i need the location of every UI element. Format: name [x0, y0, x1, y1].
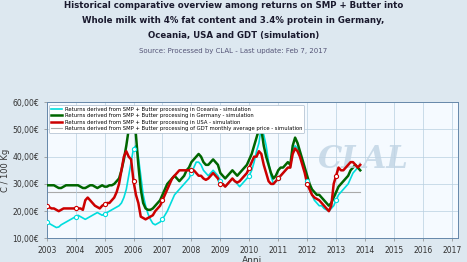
Text: Oceania, USA and GDT (simulation): Oceania, USA and GDT (simulation): [148, 31, 319, 40]
X-axis label: Anni: Anni: [242, 256, 262, 262]
Text: Whole milk with 4% fat content and 3.4% protein in Germany,: Whole milk with 4% fat content and 3.4% …: [82, 16, 385, 25]
Y-axis label: C / 100 Kg: C / 100 Kg: [0, 149, 9, 192]
Text: Source: Processed by CLAL - Last update: Feb 7, 2017: Source: Processed by CLAL - Last update:…: [139, 48, 328, 54]
Text: CLAL: CLAL: [318, 144, 409, 175]
Legend: Returns derived from SMP + Butter processing in Oceania - simulation, Returns de: Returns derived from SMP + Butter proces…: [50, 105, 304, 133]
Text: Historical comparative overview among returns on SMP + Butter into: Historical comparative overview among re…: [64, 1, 403, 10]
